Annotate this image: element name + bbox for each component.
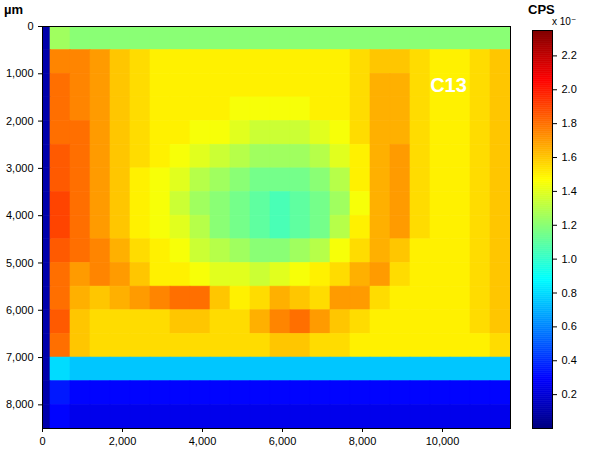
svg-text:1.0: 1.0 (562, 253, 577, 265)
svg-text:0: 0 (27, 20, 33, 32)
svg-text:2,000: 2,000 (109, 435, 137, 447)
svg-text:1.4: 1.4 (562, 185, 577, 197)
svg-text:2.0: 2.0 (562, 83, 577, 95)
svg-text:0.6: 0.6 (562, 320, 577, 332)
svg-text:4,000: 4,000 (189, 435, 217, 447)
svg-text:1.2: 1.2 (562, 219, 577, 231)
svg-text:0.8: 0.8 (562, 287, 577, 299)
svg-text:8,000: 8,000 (6, 398, 34, 410)
svg-text:0.2: 0.2 (562, 388, 577, 400)
svg-text:6,000: 6,000 (6, 304, 34, 316)
html-text:CPS: CPS (528, 2, 555, 17)
svg-text:7,000: 7,000 (6, 351, 34, 363)
svg-text:0.4: 0.4 (562, 354, 577, 366)
svg-text:3,000: 3,000 (6, 162, 34, 174)
svg-text:10,000: 10,000 (426, 435, 460, 447)
html-text:x 10⁻: x 10⁻ (552, 16, 577, 27)
svg-text:1,000: 1,000 (6, 67, 34, 79)
svg-text:6,000: 6,000 (269, 435, 297, 447)
svg-text:C13: C13 (430, 74, 467, 96)
svg-text:0: 0 (39, 435, 45, 447)
html-text:µm: µm (4, 2, 24, 17)
svg-text:1.8: 1.8 (562, 117, 577, 129)
svg-text:8,000: 8,000 (349, 435, 377, 447)
svg-text:4,000: 4,000 (6, 209, 34, 221)
svg-text:1.6: 1.6 (562, 151, 577, 163)
svg-text:5,000: 5,000 (6, 256, 34, 268)
svg-text:2,000: 2,000 (6, 115, 34, 127)
svg-text:2.2: 2.2 (562, 49, 577, 61)
